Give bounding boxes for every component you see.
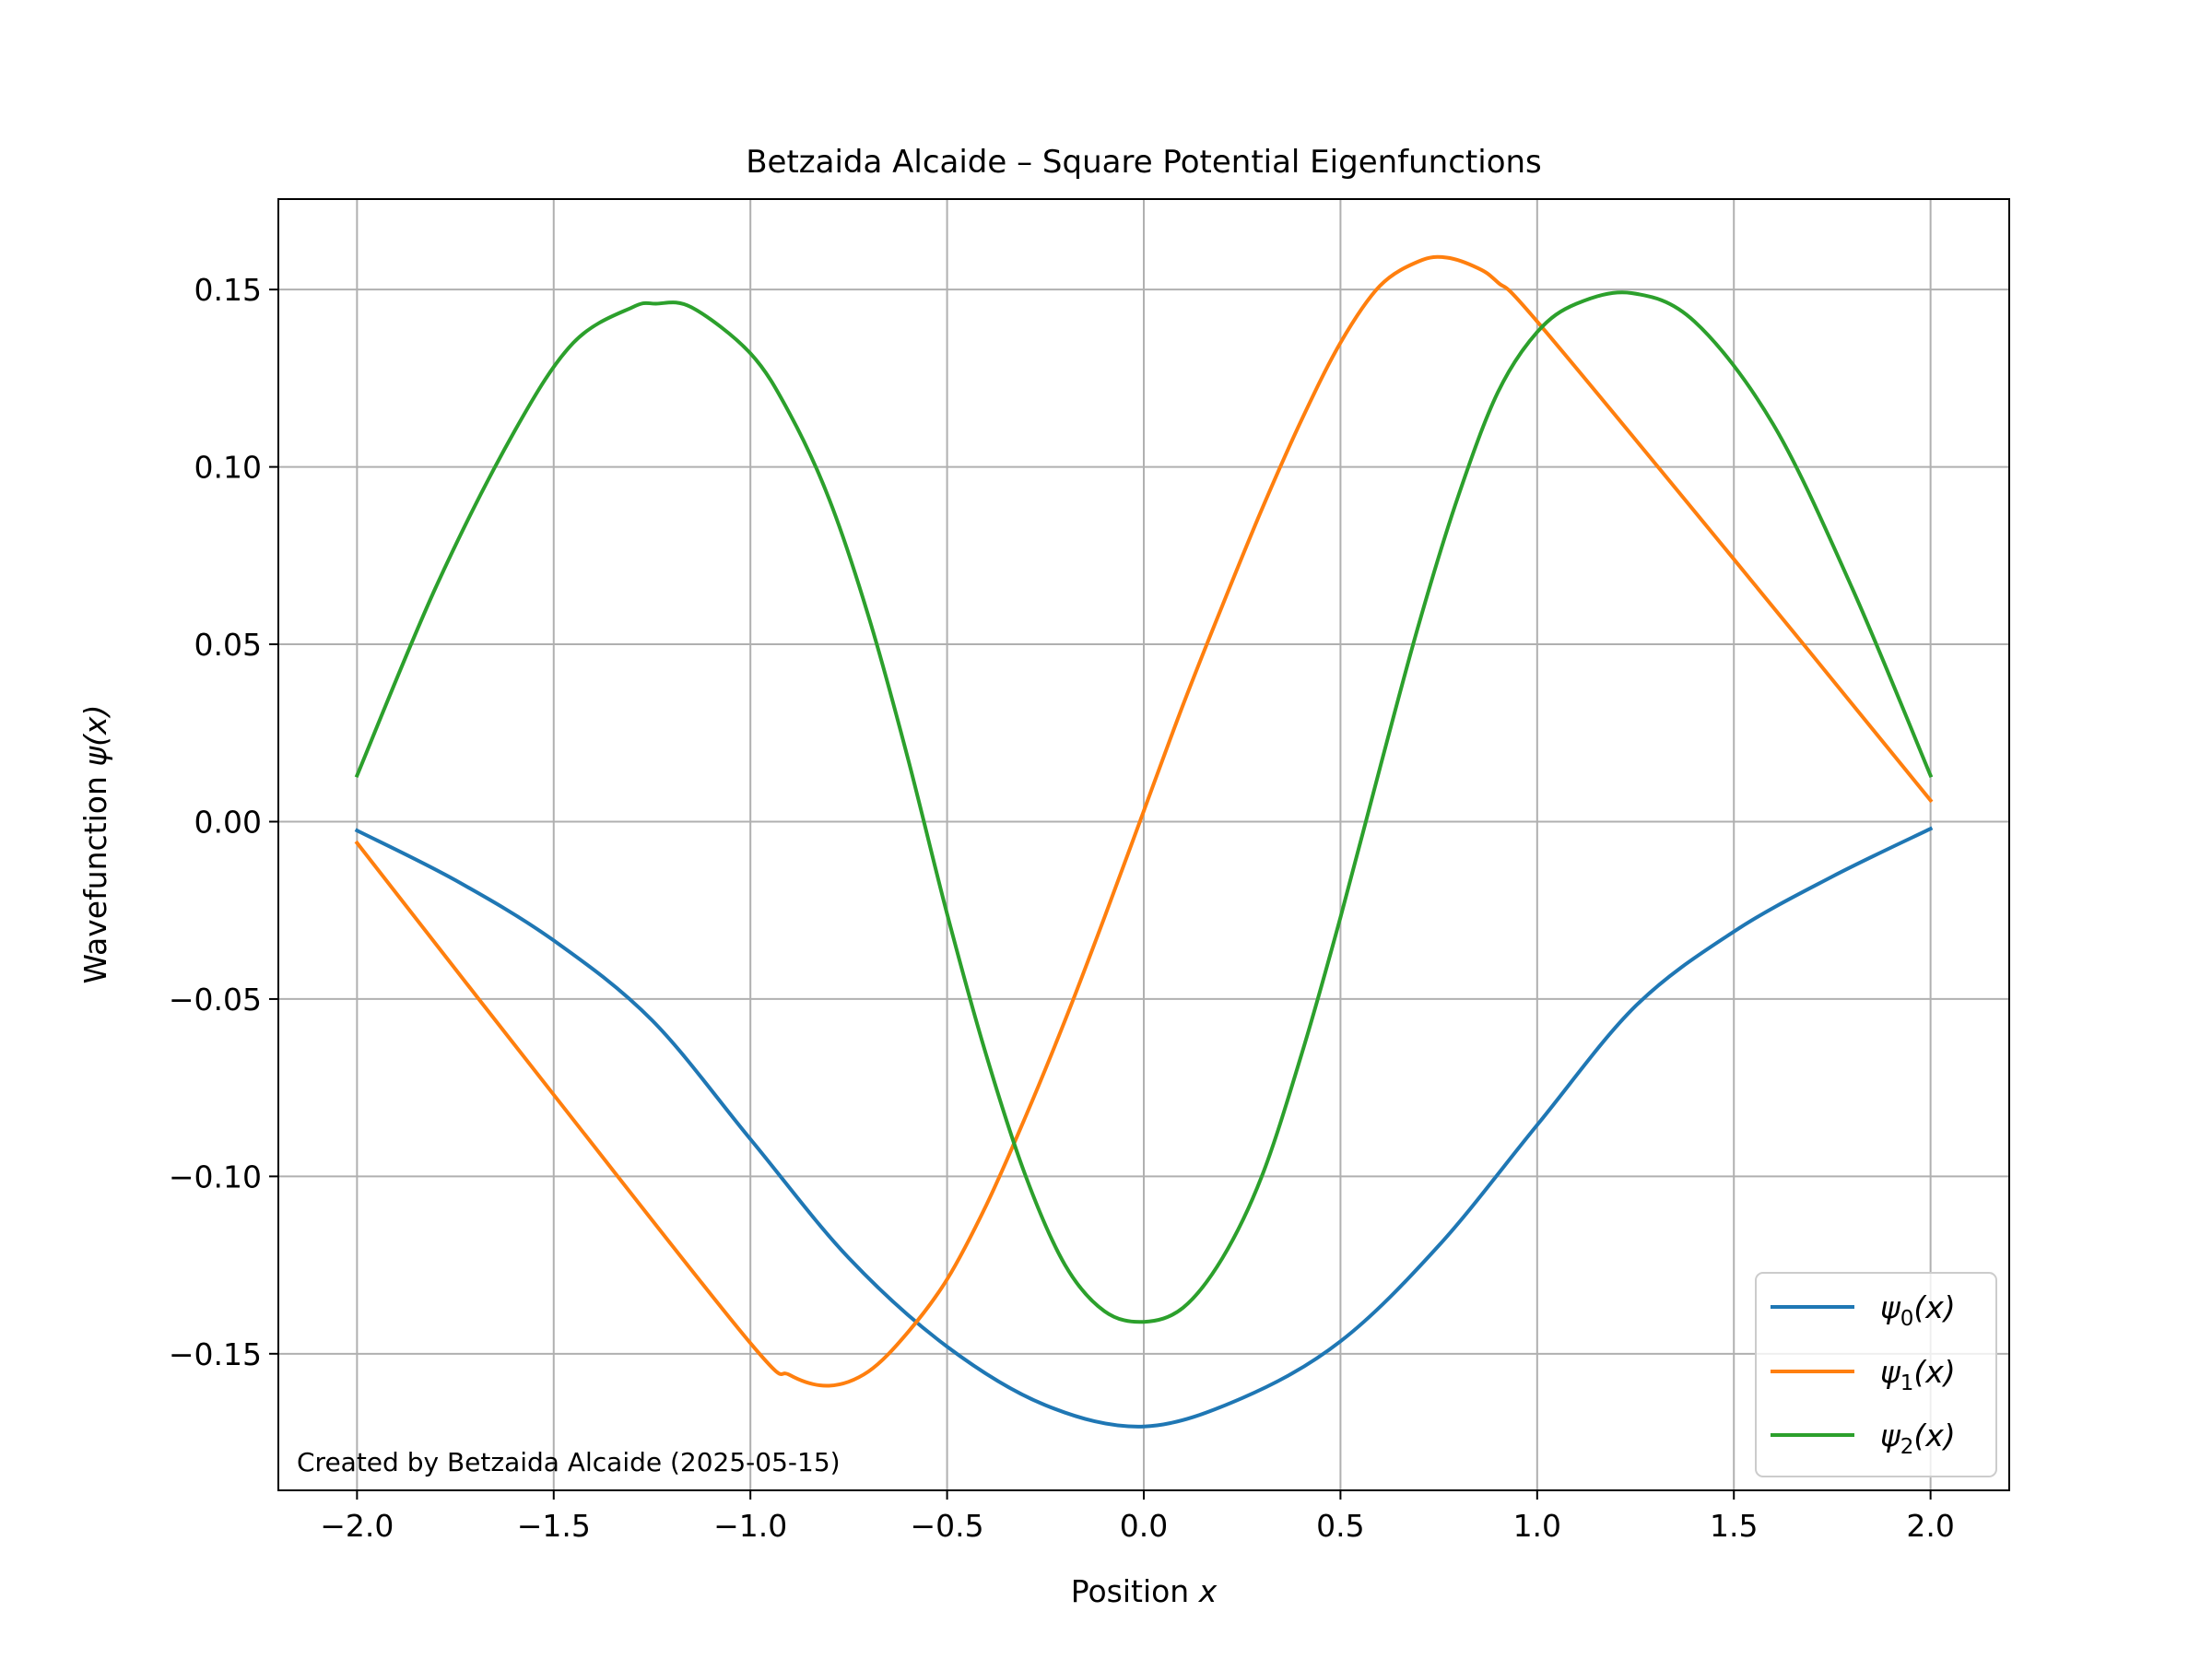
creator-annotation: Created by Betzaida Alcaide (2025-05-15): [297, 1447, 841, 1477]
y-tick-label: 0.15: [194, 272, 262, 308]
x-tick-label: 0.0: [1120, 1508, 1168, 1544]
x-tick-label: 1.5: [1710, 1508, 1758, 1544]
x-tick-label: 0.5: [1316, 1508, 1364, 1544]
y-axis-label-text: Wavefunction: [77, 776, 113, 983]
x-tick-label: −1.5: [517, 1508, 591, 1544]
legend-label-psi1: ψ1(x): [1880, 1354, 1956, 1395]
x-axis-label-text: Position: [1071, 1573, 1190, 1609]
x-tick-label: −2.0: [320, 1508, 394, 1544]
plot-lines: [354, 254, 1934, 1429]
y-tick-label: −0.15: [169, 1336, 262, 1372]
y-tick-label: 0.00: [194, 804, 262, 840]
x-tick-label: 2.0: [1906, 1508, 1954, 1544]
x-tick-label: −0.5: [911, 1508, 984, 1544]
series-line-psi2: [354, 290, 1934, 1324]
y-axis-label-variable: ψ(x): [77, 705, 113, 767]
y-tick-label: 0.05: [194, 627, 262, 663]
legend-label-psi0: ψ0(x): [1880, 1289, 1956, 1331]
legend-entries: ψ0(x) ψ1(x) ψ2(x): [1771, 1289, 1956, 1459]
x-tick-label: −1.0: [713, 1508, 787, 1544]
y-tick-label: 0.10: [194, 450, 262, 486]
legend-box: [1755, 1272, 1997, 1477]
x-tick-label: 1.0: [1513, 1508, 1561, 1544]
x-axis-label-variable: x: [1198, 1573, 1218, 1609]
y-tick-label: −0.05: [169, 982, 262, 1018]
x-axis-ticks: −2.0 −1.5 −1.0 −0.5 0.0 0.5 1.0 1.5 2.0: [320, 1490, 1955, 1544]
legend: ψ0(x) ψ1(x) ψ2(x): [1755, 1272, 1997, 1477]
x-axis-label: Position x: [1071, 1573, 1218, 1609]
y-axis-label: Wavefunction ψ(x): [77, 705, 113, 984]
series-line-psi0: [354, 826, 1934, 1429]
legend-label-psi2: ψ2(x): [1880, 1418, 1956, 1459]
series-line-psi1: [354, 254, 1934, 1388]
y-tick-label: −0.10: [169, 1159, 262, 1194]
y-axis-ticks: 0.15 0.10 0.05 0.00 −0.05 −0.10 −0.15: [169, 272, 278, 1372]
chart-title: Betzaida Alcaide – Square Potential Eige…: [746, 144, 1542, 181]
grid-lines: [278, 199, 2009, 1490]
